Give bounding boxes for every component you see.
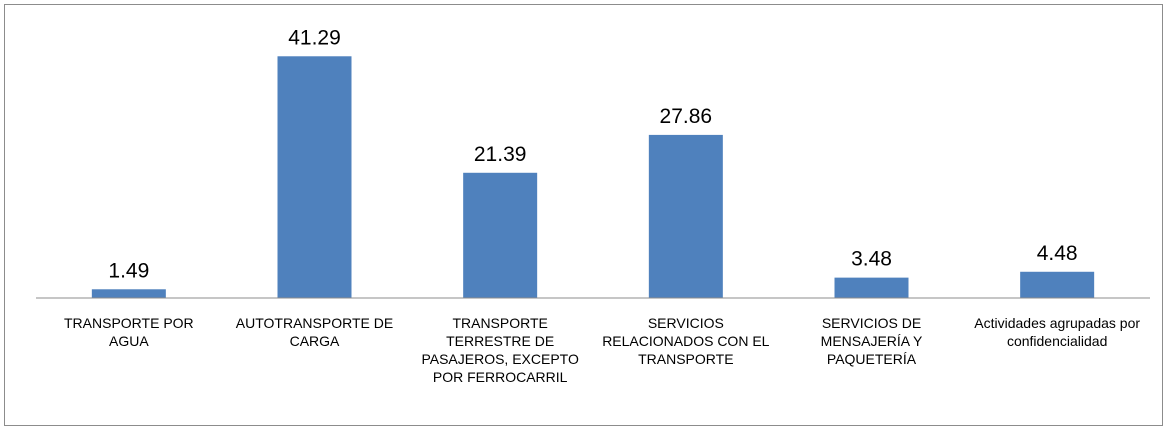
x-tick-label: TRANSPORTE POR AGUA bbox=[64, 315, 194, 349]
x-tick-label: SERVICIOS RELACIONADOS CON EL TRANSPORTE bbox=[602, 315, 770, 367]
chart-frame bbox=[4, 4, 1163, 426]
bar bbox=[648, 134, 723, 298]
value-label: 1.49 bbox=[108, 259, 149, 282]
bar bbox=[1020, 271, 1095, 298]
value-label: 4.48 bbox=[1037, 242, 1078, 265]
bar bbox=[91, 289, 166, 298]
x-tick-label: AUTOTRANSPORTE DE CARGA bbox=[235, 315, 394, 349]
x-tick-label: Actividades agrupadas por confidencialid… bbox=[974, 315, 1141, 349]
bar bbox=[463, 172, 538, 298]
value-label: 41.29 bbox=[288, 26, 341, 49]
x-tick-label: TRANSPORTE TERRESTRE DE PASAJEROS, EXCEP… bbox=[421, 315, 579, 385]
value-label: 27.86 bbox=[660, 105, 713, 128]
value-label: 21.39 bbox=[474, 143, 527, 166]
value-label: 3.48 bbox=[851, 248, 892, 271]
bar bbox=[834, 277, 909, 298]
bar bbox=[277, 56, 352, 298]
x-tick-label: SERVICIOS DE MENSAJERÍA Y PAQUETERÍA bbox=[820, 315, 923, 367]
